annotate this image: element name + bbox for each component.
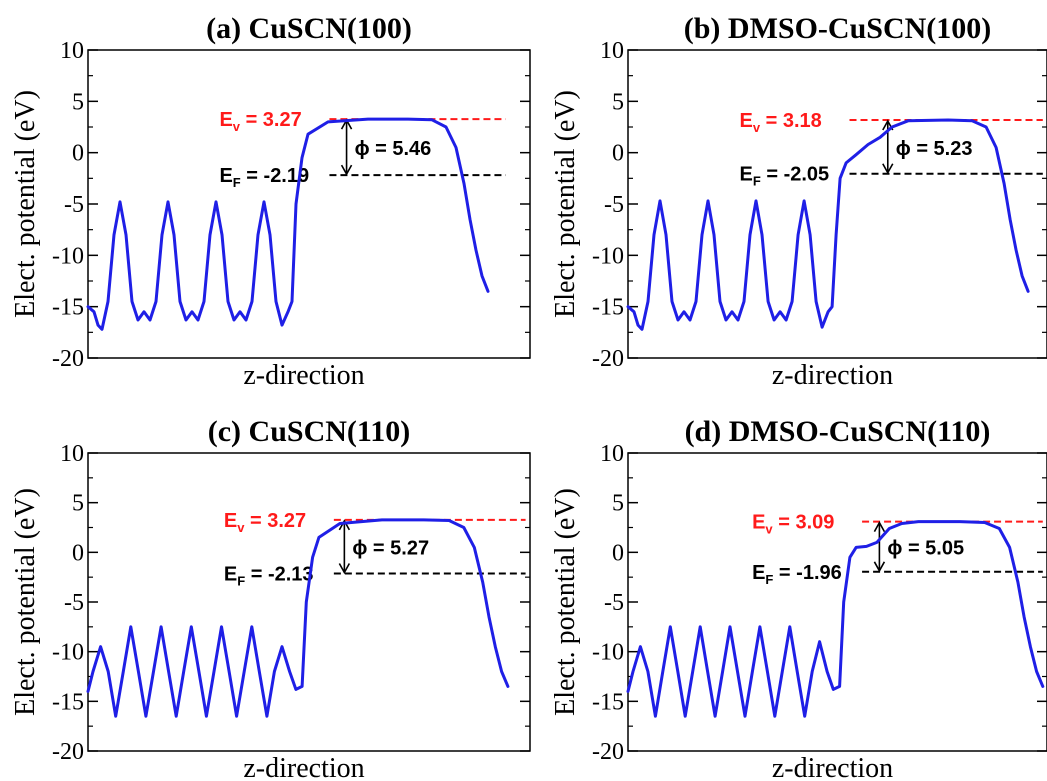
y-tick-label: -10 <box>592 640 624 666</box>
y-tick-label: 5 <box>72 89 84 115</box>
arrow-head-up <box>338 519 351 531</box>
fermi-level-label: EF = -2.19 <box>219 165 309 190</box>
potential-curve <box>626 118 1030 331</box>
y-tick-label: -20 <box>52 739 84 765</box>
chart-title: (c) CuSCN(110) <box>208 415 411 448</box>
y-tick-label: -5 <box>64 590 84 616</box>
y-tick-label: 10 <box>600 441 624 467</box>
fermi-level-label: EF = -2.13 <box>224 563 314 588</box>
y-tick-label: 5 <box>72 491 84 517</box>
y-tick-label: -20 <box>592 739 624 765</box>
y-tick-label: 0 <box>612 540 624 566</box>
chart-panel-3: (c) CuSCN(110) 10 5 0 -5 -10 -15 -20 z-direction… <box>10 415 531 781</box>
y-tick-label: -10 <box>592 243 624 269</box>
arrow-head-up <box>873 520 886 533</box>
vacuum-level-label: Ev = 3.27 <box>224 510 306 535</box>
y-tick-label: -15 <box>592 295 624 321</box>
work-function-label: ϕ = 5.27 <box>352 538 429 560</box>
y-tick-label: 10 <box>60 441 84 467</box>
chart-panel-2: (b) DMSO-CuSCN(100) 10 5 0 -5 -10 -15 -20 z-dire… <box>550 12 1047 391</box>
work-function-label: ϕ = 5.46 <box>355 138 432 160</box>
y-axis-label: Elect. potential (eV) <box>550 90 581 318</box>
vacuum-level-label: Ev = 3.18 <box>740 110 822 135</box>
y-axis-label: Elect. potential (eV) <box>550 488 581 716</box>
arrow-head-down <box>873 561 886 573</box>
y-tick-label: -15 <box>52 295 84 321</box>
y-tick-label: -10 <box>52 243 84 269</box>
y-tick-label: 0 <box>72 141 84 167</box>
y-tick-label: -10 <box>52 640 84 666</box>
vacuum-level-label: Ev = 3.27 <box>219 109 301 134</box>
work-function-label: ϕ = 5.23 <box>896 138 973 160</box>
fermi-level-label: EF = -2.05 <box>740 164 830 189</box>
chart-panel-1: (a) CuSCN(100) 10 5 0 -5 -10 -15 -20 z-direction… <box>10 12 531 391</box>
y-tick-label: 0 <box>612 141 624 167</box>
y-tick-label: 5 <box>612 491 624 517</box>
chart-title: (d) DMSO-CuSCN(110) <box>685 415 991 448</box>
y-tick-label: 5 <box>612 89 624 115</box>
potential-curve <box>86 117 490 331</box>
y-tick-label: 10 <box>600 38 624 64</box>
y-tick-label: -20 <box>52 346 84 372</box>
potential-curve <box>86 518 510 718</box>
work-function-label: ϕ = 5.05 <box>887 538 964 560</box>
chart-title: (a) CuSCN(100) <box>206 12 412 45</box>
y-tick-label: 10 <box>60 38 84 64</box>
potential-curve <box>626 520 1045 718</box>
arrow-head-down <box>338 563 351 575</box>
chart-title: (b) DMSO-CuSCN(100) <box>684 12 992 45</box>
x-axis-label: z-direction <box>243 360 364 391</box>
plot-frame <box>87 49 531 359</box>
y-tick-label: -5 <box>604 590 624 616</box>
chart-panel-4: (d) DMSO-CuSCN(110) 10 5 0 -5 -10 -15 -20 z-dire… <box>550 415 1047 781</box>
y-tick-label: -5 <box>64 192 84 218</box>
plot-frame <box>627 452 1047 752</box>
vacuum-level-label: Ev = 3.09 <box>752 512 834 537</box>
y-tick-label: 0 <box>72 540 84 566</box>
arrow-head-down <box>882 163 894 175</box>
plot-frame <box>87 452 531 752</box>
x-axis-label: z-direction <box>772 753 893 781</box>
y-tick-label: -5 <box>604 192 624 218</box>
y-axis-label: Elect. potential (eV) <box>10 488 41 716</box>
x-axis-label: z-direction <box>243 753 364 781</box>
arrow-head-down <box>340 164 353 176</box>
y-tick-label: -15 <box>52 689 84 715</box>
fermi-level-label: EF = -1.96 <box>752 562 842 587</box>
y-axis-label: Elect. potential (eV) <box>10 90 41 318</box>
y-tick-label: -20 <box>592 346 624 372</box>
x-axis-label: z-direction <box>772 360 893 391</box>
y-tick-label: -15 <box>592 689 624 715</box>
